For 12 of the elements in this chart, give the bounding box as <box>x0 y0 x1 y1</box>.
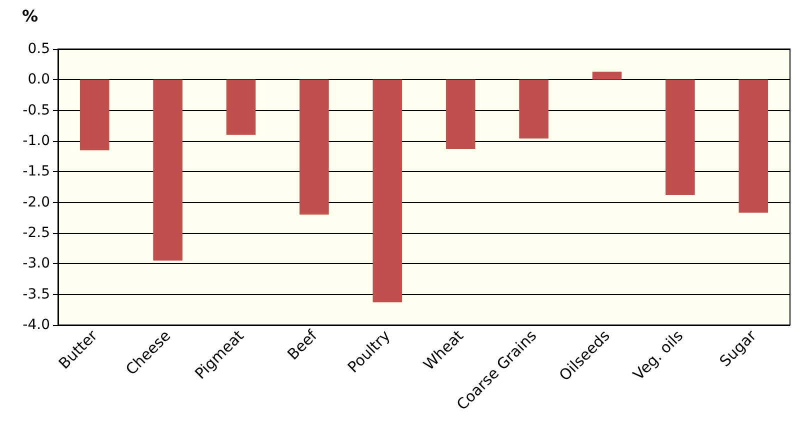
y-tick-label: -1.0 <box>22 133 50 149</box>
y-tick-label: -0.5 <box>22 102 50 118</box>
y-tick-label: -1.5 <box>22 164 50 180</box>
y-axis-title: % <box>22 6 38 26</box>
y-tick-label: 0.0 <box>28 72 50 88</box>
x-tick-label: Veg. oils <box>630 326 687 384</box>
y-tick-label: -4.0 <box>22 317 50 333</box>
y-tick-label: -2.5 <box>22 225 50 241</box>
y-tick-label: -2.0 <box>22 194 50 210</box>
y-tick-label: -3.0 <box>22 256 50 272</box>
y-tick-label: -3.5 <box>22 286 50 302</box>
y-tick-label: 0.5 <box>28 41 50 57</box>
